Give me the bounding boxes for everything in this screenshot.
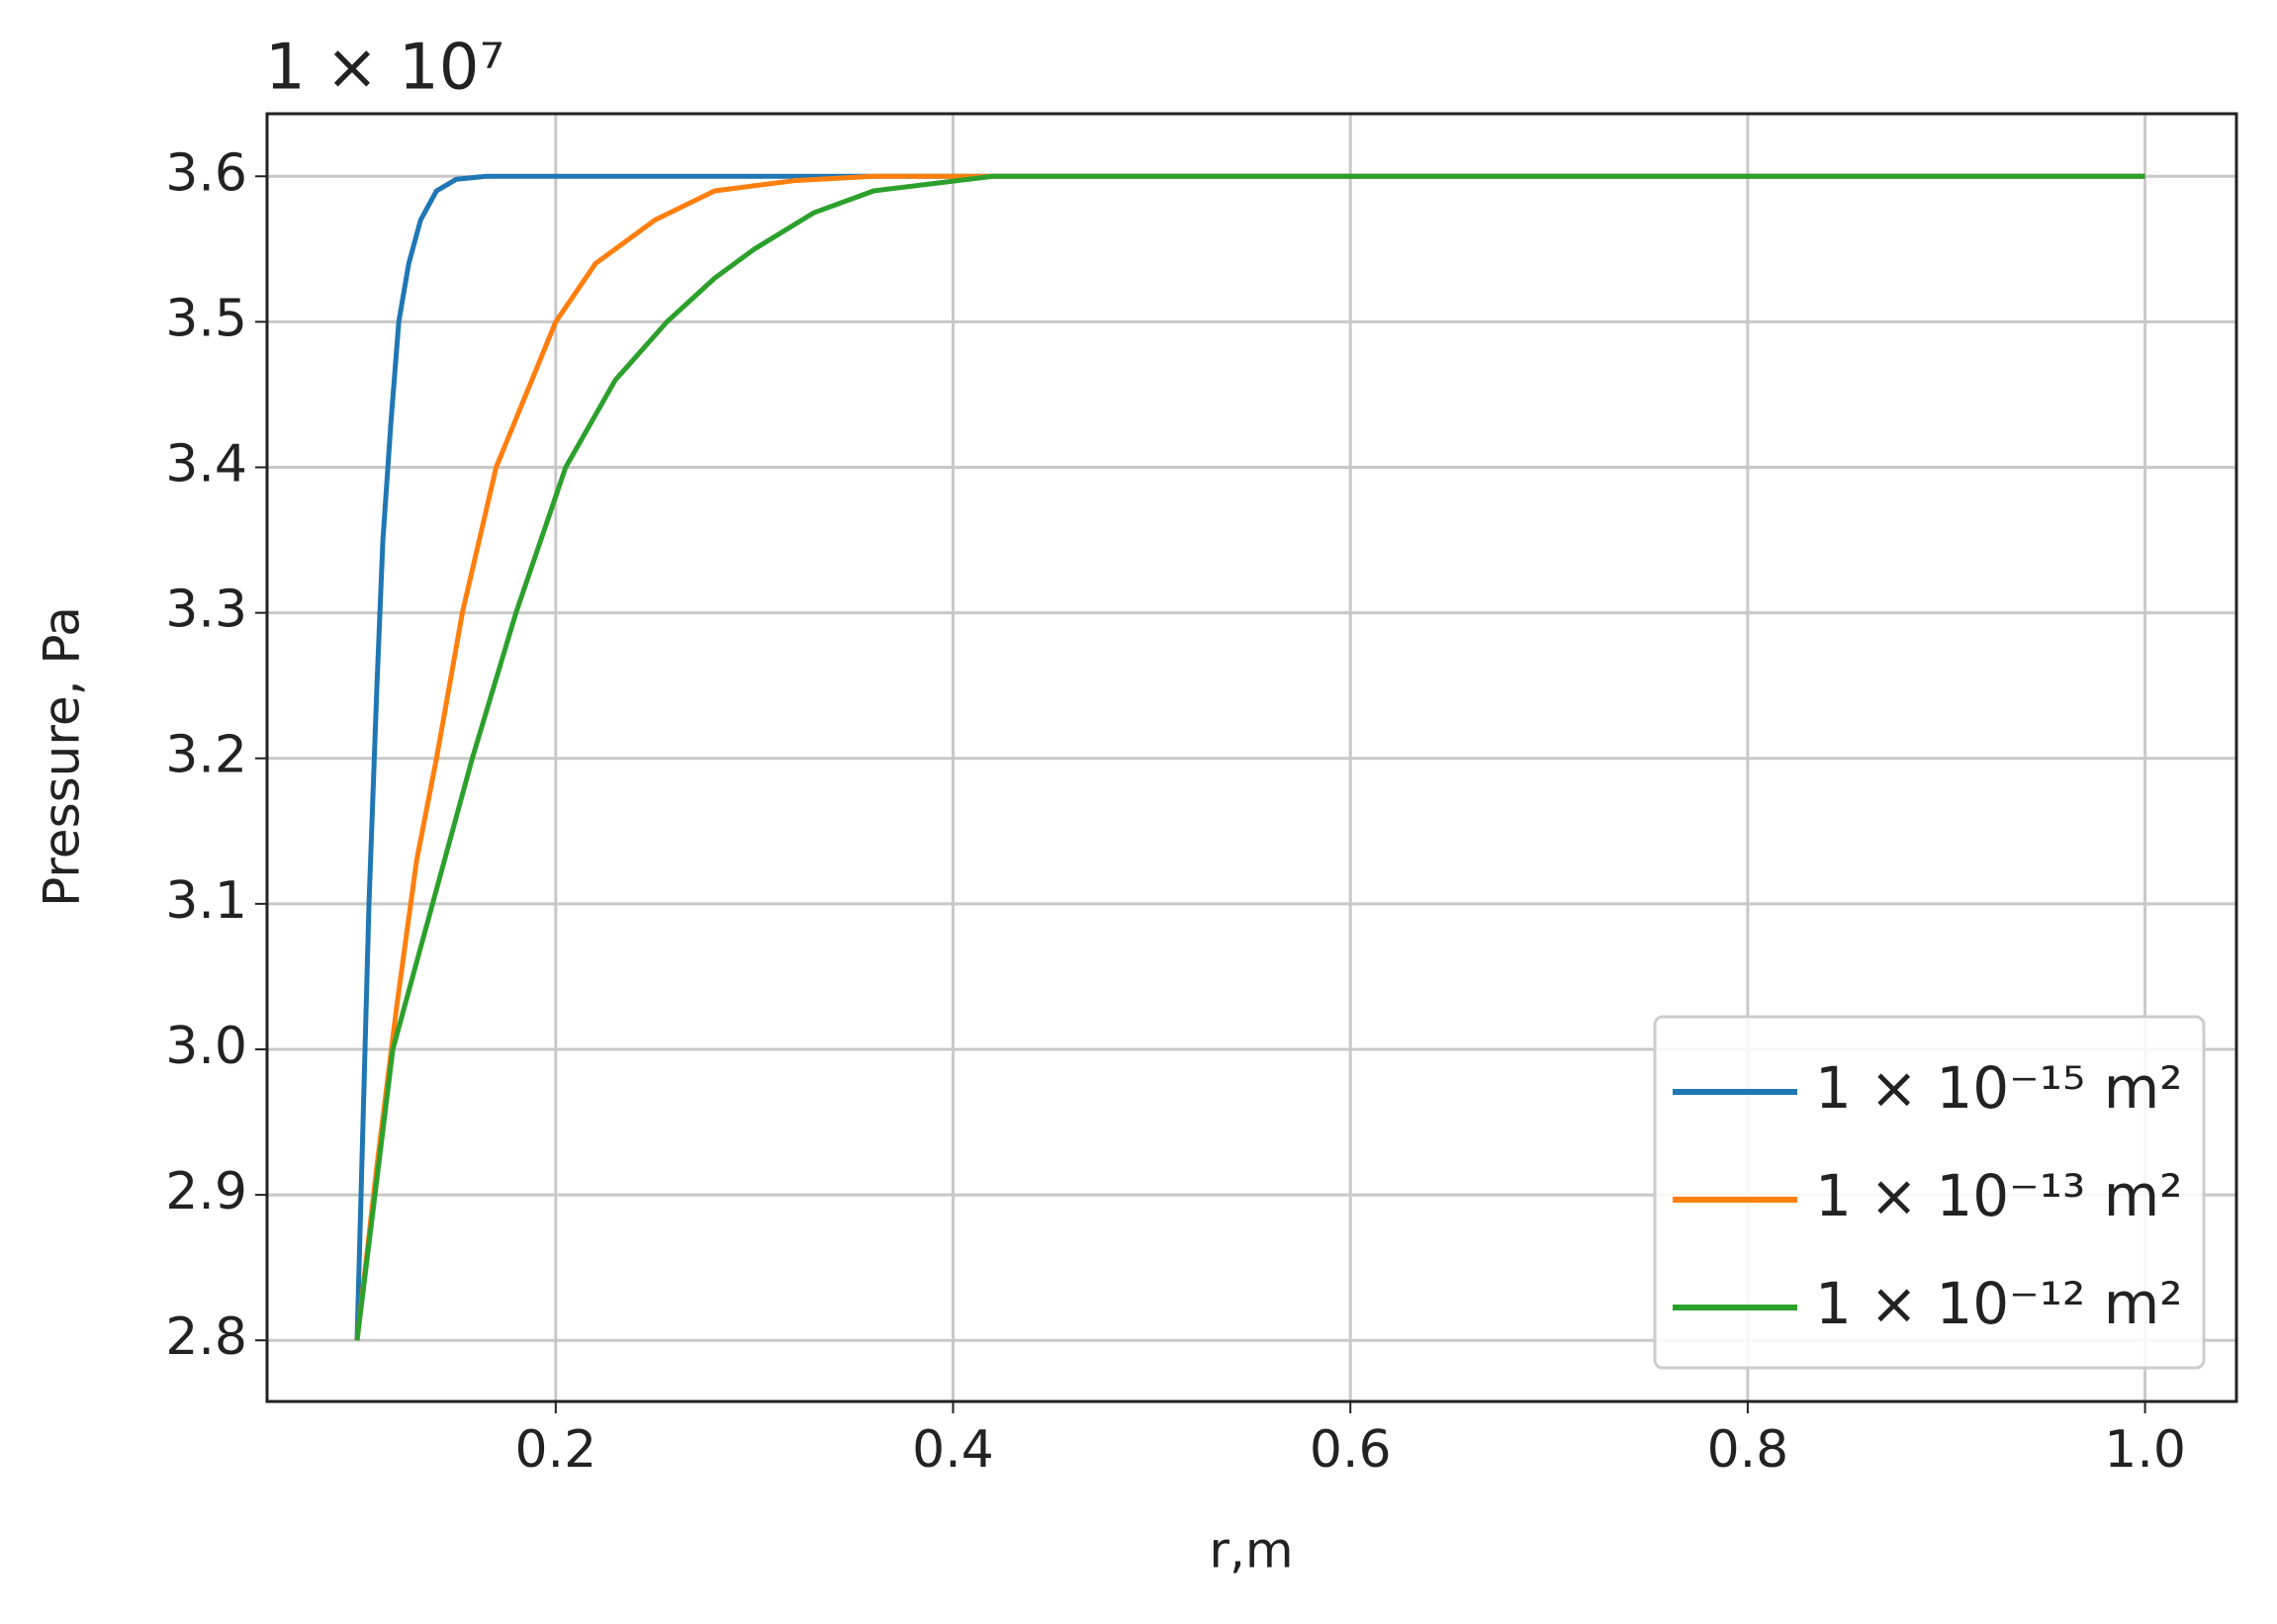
x-tick-label: 0.6 [1310, 1420, 1392, 1480]
y-tick-label: 3.2 [165, 726, 247, 785]
legend-box [1653, 1015, 2206, 1370]
y-tick-label: 3.3 [165, 581, 247, 640]
offset-text: 1 × 10⁷ [265, 32, 504, 105]
legend-label: 1 × 10⁻¹³ m² [1815, 1162, 2182, 1229]
x-tick-label: 1.0 [2104, 1420, 2186, 1480]
plot-frame [265, 112, 2238, 1403]
y-tick-label: 3.5 [165, 289, 247, 348]
x-tick-label: 0.8 [1707, 1420, 1789, 1480]
legend-label: 1 × 10⁻¹⁵ m² [1815, 1054, 2182, 1122]
series-line [354, 173, 2145, 1341]
x-tick-label: 0.4 [912, 1420, 994, 1480]
x-axis-label: r,m [1209, 1522, 1293, 1579]
y-axis-label: Pressure, Pa [34, 606, 91, 907]
y-tick-label: 2.9 [165, 1162, 247, 1221]
y-tick-label: 3.6 [165, 143, 247, 203]
legend-label: 1 × 10⁻¹² m² [1815, 1270, 2182, 1337]
y-tick-label: 3.0 [165, 1017, 247, 1076]
y-tick-label: 2.8 [165, 1308, 247, 1367]
y-tick-label: 3.4 [165, 434, 247, 494]
y-tick-label: 3.1 [165, 871, 247, 931]
x-tick-label: 0.2 [514, 1420, 596, 1480]
